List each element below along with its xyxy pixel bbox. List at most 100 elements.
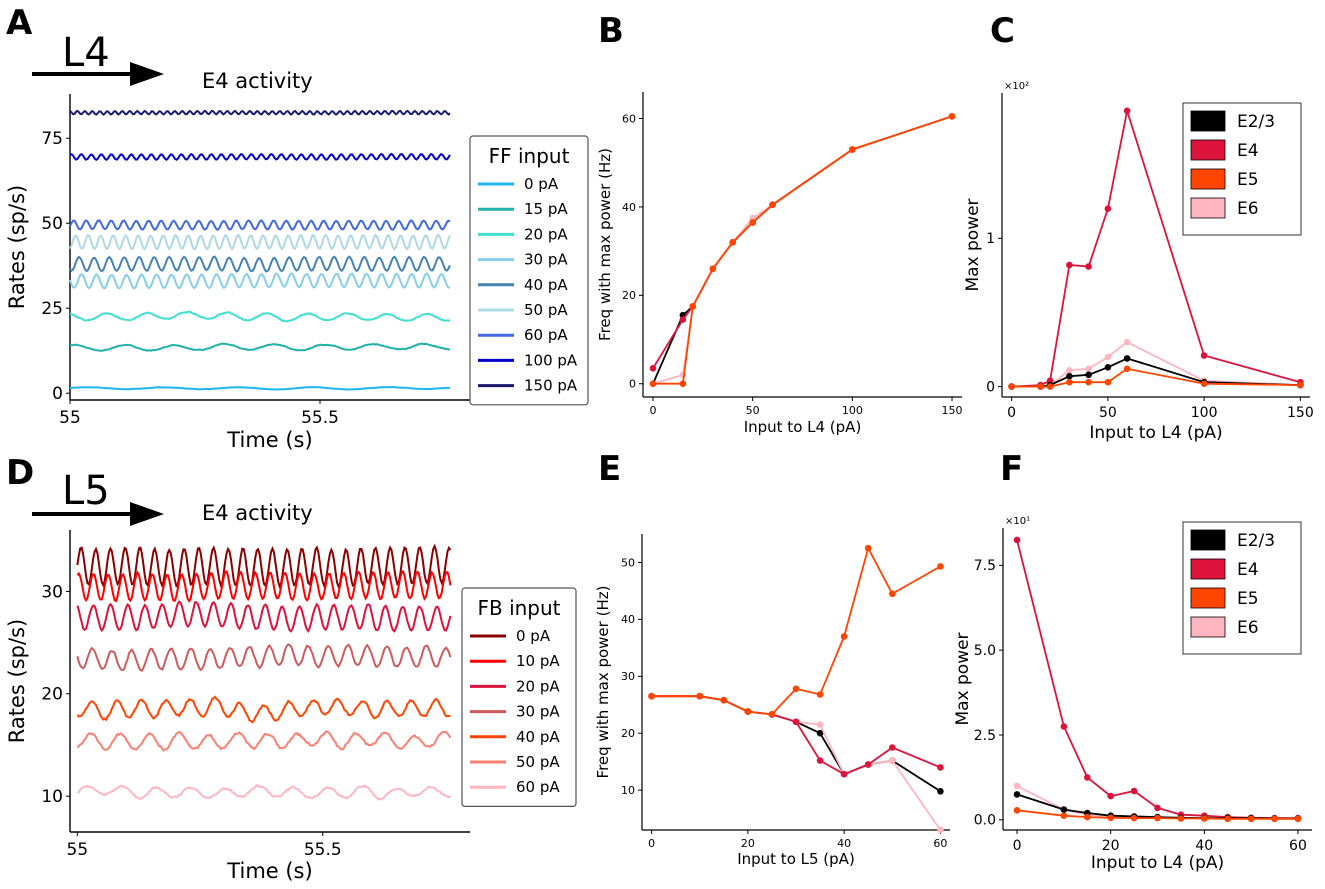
legend-swatch-e6 [1190, 616, 1226, 638]
x-tick-label: 60 [1289, 838, 1307, 854]
series-line-20-pa [69, 310, 450, 323]
legend-label-150-pa: 150 pA [524, 377, 578, 395]
legend-swatch-e6 [1190, 197, 1226, 219]
y-tick-label: 10 [621, 784, 635, 797]
legend-label-100-pa: 100 pA [524, 351, 578, 369]
legend-label-40-pa: 40 pA [524, 276, 568, 294]
data-point-e4 [840, 770, 848, 778]
data-point-e6 [1066, 367, 1073, 374]
data-point-e6 [937, 826, 944, 834]
data-point-e4 [889, 744, 896, 751]
legend-label-e2-3: E2/3 [1237, 112, 1275, 132]
series-line-40-pa [76, 695, 451, 724]
x-tick-label: 50 [1099, 405, 1117, 421]
data-point-e2-3 [816, 729, 824, 737]
series-line-50-pa [76, 730, 452, 752]
data-point-e5 [649, 380, 657, 388]
legend-label-e2-3: E2/3 [1237, 531, 1275, 551]
panel-a-chart: 55 55.5 0 25 50 75 Time (s) Rates (sp/s) FF inpu… [5, 94, 589, 452]
data-point-e5 [1294, 815, 1302, 823]
data-point-e5 [1247, 815, 1255, 823]
data-point-e6 [1085, 365, 1092, 373]
y-tick-label: 30 [41, 582, 63, 602]
y-tick-label: 0.0 [974, 813, 996, 829]
legend-title: FB input [477, 596, 560, 620]
data-point-e5 [696, 692, 704, 700]
y-tick-label: 50 [621, 556, 635, 569]
arrow-head-a [130, 62, 164, 86]
legend-box [461, 587, 577, 807]
y-tick-label: 30 [621, 670, 635, 683]
x-tick-label: 55 [67, 840, 89, 860]
legend-label-40-pa: 40 pA [516, 728, 560, 746]
x-axis-label: Time (s) [226, 428, 312, 452]
data-point-e5 [769, 201, 776, 208]
scale-label: ×10¹ [1005, 516, 1030, 527]
legend-title: FF input [489, 144, 570, 168]
legend-label-e4: E4 [1237, 141, 1259, 161]
x-tick-label: 150 [942, 404, 963, 417]
data-point-e4 [864, 761, 872, 768]
x-tick-label: 100 [1191, 405, 1218, 421]
arrow-head-d [130, 502, 164, 526]
data-point-e5 [1046, 383, 1054, 390]
data-point-e4 [1200, 352, 1208, 359]
arrow-label-d: L5 [62, 468, 110, 514]
x-axis-label: Input to L4 (pA) [1089, 423, 1222, 443]
x-tick-label: 55.5 [304, 840, 342, 860]
legend-label-50-pa: 50 pA [516, 753, 560, 771]
data-point-e5 [889, 590, 896, 598]
data-point-e2-3 [937, 788, 944, 795]
data-point-e2-3 [1104, 364, 1112, 371]
legend-label-15-pa: 15 pA [524, 200, 568, 218]
y-tick-label: 0 [52, 384, 63, 404]
data-point-e4 [1107, 792, 1114, 800]
data-point-e5 [1107, 814, 1114, 822]
data-point-e5 [1104, 378, 1112, 386]
data-point-e5 [1060, 812, 1068, 819]
data-point-e5 [1037, 383, 1044, 390]
legend-box [469, 135, 589, 406]
data-point-e4 [1104, 205, 1112, 212]
series-line-150-pa [69, 109, 451, 116]
y-tick-label: 5.0 [974, 643, 996, 659]
data-point-e5 [1154, 814, 1161, 822]
series-line-e5 [1011, 367, 1301, 388]
y-axis-label: Max power [953, 632, 973, 725]
legend-label-e5: E5 [1237, 589, 1259, 609]
panel-letter-f: F [1000, 449, 1023, 489]
data-point-e4 [937, 764, 944, 771]
y-tick-label: 20 [621, 727, 635, 740]
x-axis-label: Time (s) [226, 859, 312, 883]
series-line-e2-3 [652, 115, 953, 385]
legend-label-10-pa: 10 pA [516, 652, 560, 670]
panel-letter-e: E [598, 449, 621, 489]
x-tick-label: 50 [746, 404, 760, 417]
x-tick-label: 0 [648, 837, 655, 850]
legend-swatch-e4 [1190, 558, 1226, 580]
data-point-e5 [1013, 807, 1021, 814]
data-point-e2-3 [1085, 371, 1092, 379]
legend-label-20-pa: 20 pA [516, 677, 560, 695]
y-axis-label: Rates (sp/s) [5, 619, 29, 743]
legend-label-0-pa: 0 pA [516, 627, 551, 645]
x-axis-label: Input to L4 (pA) [744, 418, 862, 436]
data-point-e4 [1060, 723, 1068, 730]
series-line-30-pa [76, 643, 452, 672]
series-line-15-pa [70, 342, 451, 352]
x-axis-label: Input to L5 (pA) [737, 850, 855, 868]
series-line-60-pa [76, 783, 451, 801]
series-line-e6 [652, 115, 953, 385]
data-point-e5 [948, 113, 956, 120]
legend-label-0-pa: 0 pA [524, 175, 559, 193]
series-line-e5 [653, 115, 953, 385]
data-point-e5 [1084, 813, 1091, 821]
panel-e-chart: 0 20 40 60 10 20 30 40 50 Input to L5 (pA) Freq wi… [594, 534, 950, 868]
data-point-e6 [816, 721, 824, 728]
data-point-e5 [864, 544, 872, 552]
data-point-e5 [744, 708, 752, 715]
y-tick-label: 1 [986, 231, 995, 247]
legend-label-50-pa: 50 pA [524, 301, 568, 319]
data-point-e5 [840, 633, 848, 640]
